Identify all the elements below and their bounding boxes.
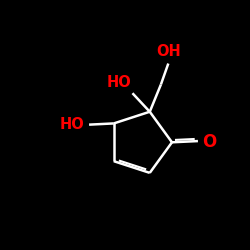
Text: HO: HO xyxy=(106,75,131,90)
Text: OH: OH xyxy=(156,44,181,59)
Text: O: O xyxy=(202,133,217,151)
Text: HO: HO xyxy=(60,117,85,132)
